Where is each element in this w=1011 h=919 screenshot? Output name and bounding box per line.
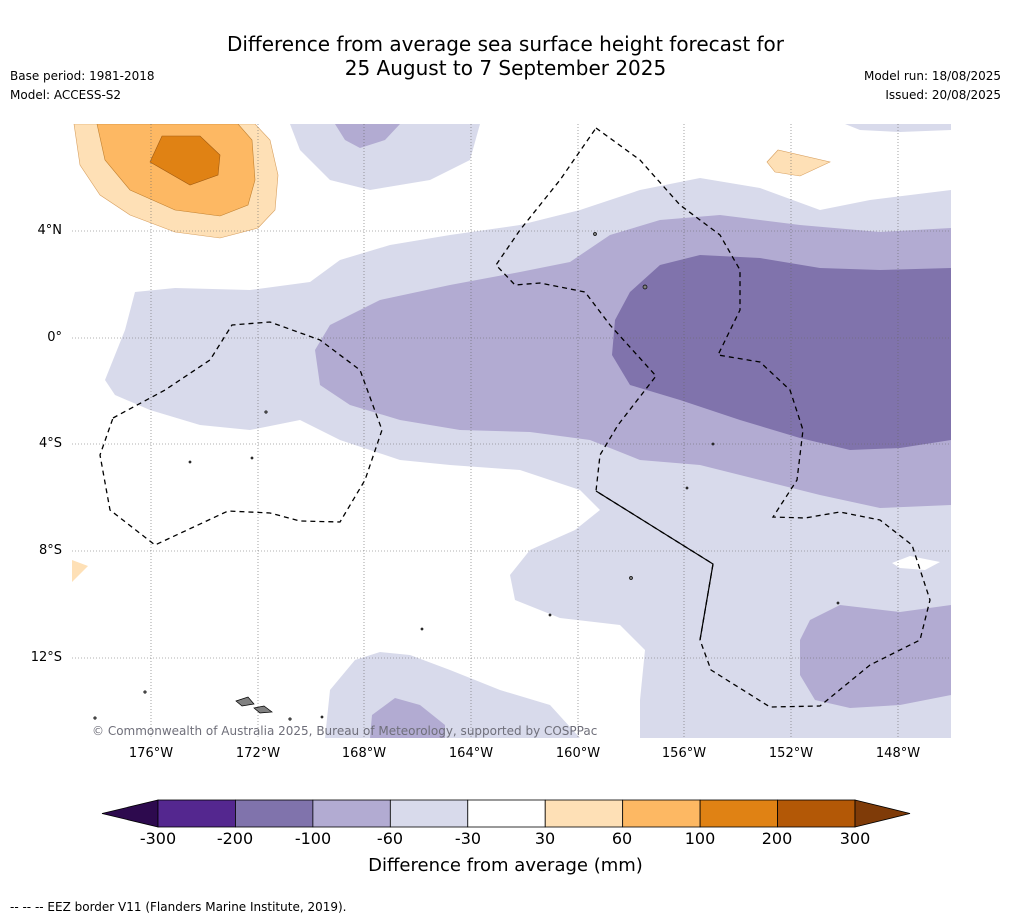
copyright-text: © Commonwealth of Australia 2025, Bureau…	[92, 724, 598, 738]
colorbar-tick-label: -30	[454, 829, 482, 848]
colorbar-segment	[157, 799, 236, 828]
colorbar-tick-label: 100	[684, 829, 716, 848]
map-title-line1: Difference from average sea surface heig…	[226, 32, 785, 56]
forecast-map	[72, 124, 951, 738]
lon-label-176w: 176°W	[128, 746, 174, 761]
islands	[93, 232, 840, 721]
graticule	[72, 124, 951, 738]
lon-label-152w: 152°W	[768, 746, 814, 761]
lat-label-8s: 8°S	[38, 543, 62, 558]
colorbar-tick-label: 30	[534, 829, 556, 848]
colorbar-tick-label: 60	[611, 829, 633, 848]
colorbar-segment	[235, 799, 314, 828]
lon-label-148w: 148°W	[875, 746, 921, 761]
colorbar-tick-label: 300	[839, 829, 871, 848]
map-title-line2: 25 August to 7 September 2025	[344, 56, 667, 80]
colorbar-segment	[312, 799, 391, 828]
colorbar	[101, 799, 911, 828]
anomaly-region-peach-ne	[766, 149, 831, 177]
anomaly-region-white-se	[892, 556, 940, 570]
lat-label-0: 0°	[47, 330, 62, 345]
colorbar-segment	[622, 799, 701, 828]
anomaly-region-dark-orange	[149, 135, 221, 186]
colorbar-segment	[544, 799, 624, 828]
colorbar-segment	[777, 799, 856, 828]
lon-label-160w: 160°W	[555, 746, 601, 761]
colorbar-tick-label: -60	[376, 829, 404, 848]
colorbar-extend-low	[101, 799, 159, 828]
issued-text: Issued: 20/08/2025	[885, 88, 1001, 102]
lon-label-168w: 168°W	[341, 746, 387, 761]
lon-label-172w: 172°W	[235, 746, 281, 761]
colorbar-title: Difference from average (mm)	[368, 855, 643, 876]
lat-label-4s: 4°S	[38, 436, 62, 451]
anomaly-region-medium-north	[335, 124, 400, 148]
lon-label-164w: 164°W	[448, 746, 494, 761]
colorbar-tick-label: -200	[216, 829, 254, 848]
lat-label-12s: 12°S	[30, 650, 62, 665]
model-text: Model: ACCESS-S2	[10, 88, 122, 102]
anomaly-region-medium-south	[370, 698, 445, 738]
lon-label-156w: 156°W	[661, 746, 707, 761]
colorbar-tick-label: -300	[139, 829, 177, 848]
lat-label-4n: 4°N	[37, 223, 63, 238]
model-run-text: Model run: 18/08/2025	[863, 69, 1001, 83]
base-period-text: Base period: 1981-2018	[10, 69, 155, 83]
colorbar-segment	[389, 799, 469, 828]
anomaly-region-peach-w	[72, 560, 88, 582]
anomaly-region-medium-se	[800, 605, 951, 708]
eez-border-solid	[595, 490, 714, 641]
colorbar-extend-high	[854, 799, 911, 828]
colorbar-tick-label: -100	[294, 829, 332, 848]
colorbar-tick-label: 200	[761, 829, 793, 848]
anomaly-region-light-north	[290, 124, 480, 190]
colorbar-segment	[467, 799, 546, 828]
colorbar-segment	[699, 799, 778, 828]
anomaly-region-dark	[612, 255, 951, 450]
eez-legend-text: -- -- -- EEZ border V11 (Flanders Marine…	[10, 900, 347, 914]
